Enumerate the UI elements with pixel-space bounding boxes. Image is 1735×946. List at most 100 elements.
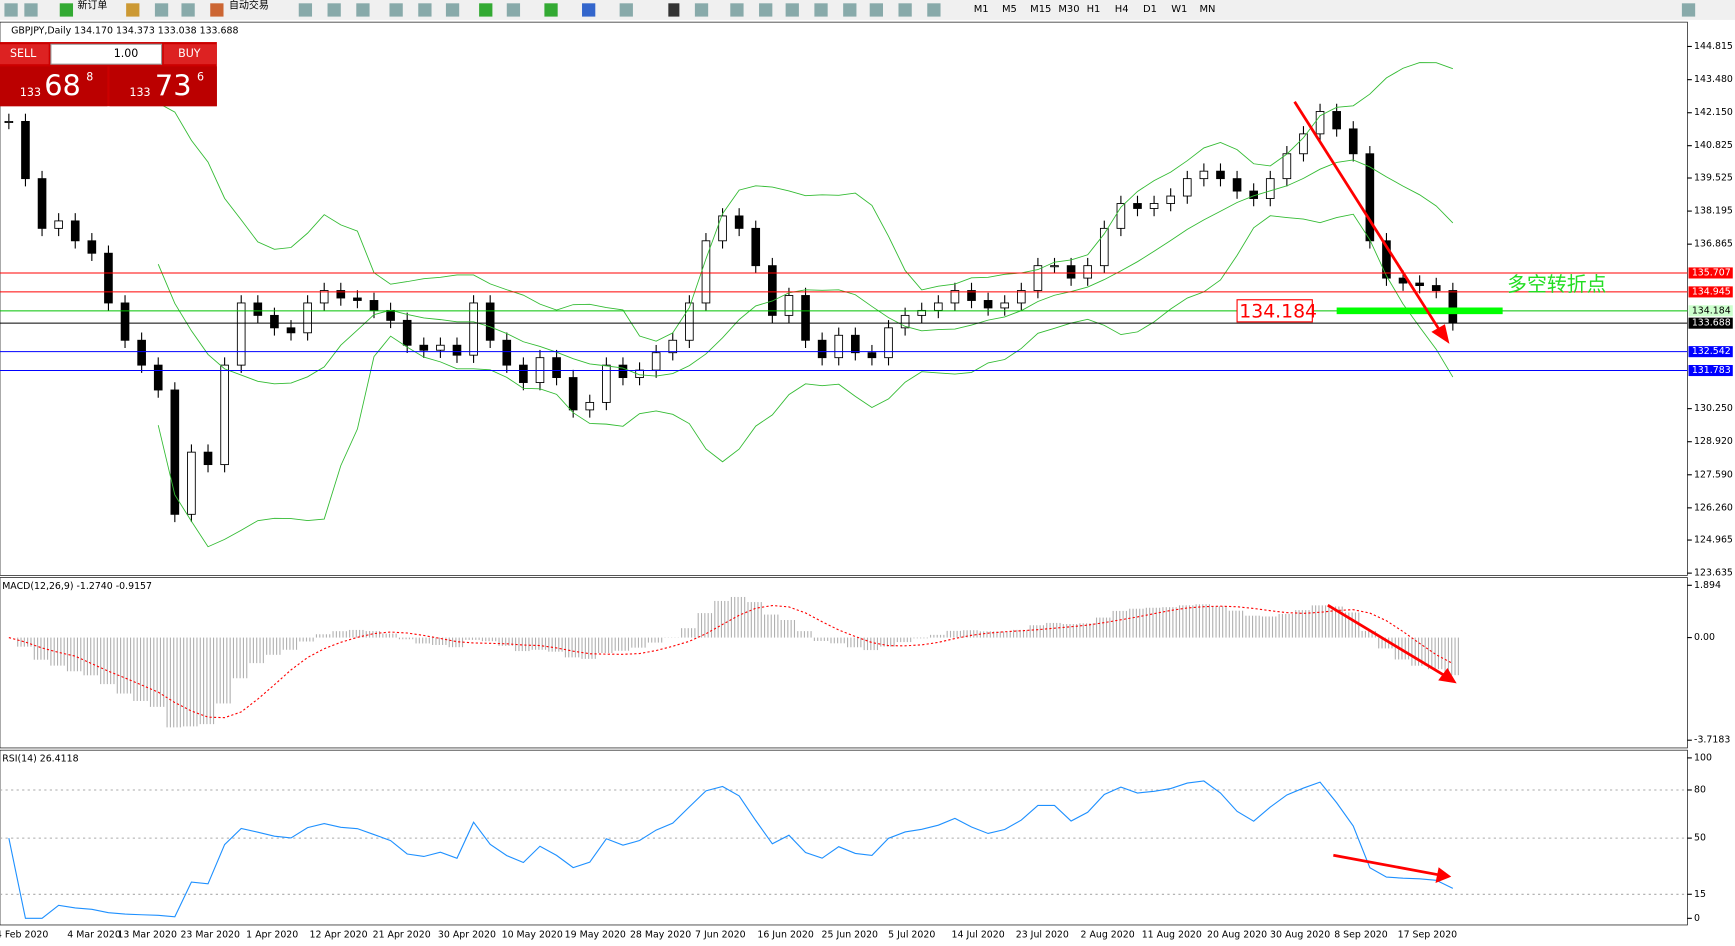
sell-price[interactable]	[0, 66, 108, 107]
icon[interactable]	[898, 3, 912, 17]
level-label: 134.184	[1692, 305, 1731, 316]
icon[interactable]	[759, 3, 773, 17]
icon[interactable]	[59, 3, 74, 17]
icon[interactable]	[154, 3, 169, 17]
icon[interactable]	[210, 3, 224, 17]
icon[interactable]	[694, 3, 709, 17]
buy-button[interactable]	[163, 44, 217, 65]
candle-body	[1299, 133, 1308, 155]
candle-body	[1382, 240, 1391, 279]
icon[interactable]	[4, 3, 18, 17]
timeframe-button[interactable]: M5	[1002, 4, 1017, 15]
timeframe-button[interactable]: H4	[1115, 4, 1129, 15]
candle-body	[153, 364, 163, 391]
candle-body	[568, 377, 578, 411]
new-order-button[interactable]: 新订单	[77, 0, 107, 12]
x-tick-label: 5 Jul 2020	[888, 929, 935, 940]
candle-body	[900, 314, 910, 329]
icon[interactable]	[479, 3, 493, 17]
buy-price[interactable]	[109, 66, 217, 107]
x-tick-label: 23 Jul 2020	[1016, 929, 1069, 940]
candle-body	[1050, 265, 1059, 268]
level-label: 133.688	[1692, 318, 1731, 329]
candle-body	[104, 252, 113, 304]
icon[interactable]	[785, 3, 799, 17]
candle-body	[817, 339, 827, 359]
candle-body	[502, 339, 512, 366]
icon[interactable]	[730, 3, 744, 17]
icon[interactable]	[126, 3, 140, 17]
candle-body	[4, 120, 14, 123]
candle-body	[784, 295, 794, 316]
candle-body	[718, 215, 727, 242]
timeframe-button[interactable]: M1	[974, 4, 989, 15]
macd-tick-label: 1.894	[1694, 580, 1721, 591]
candle-body	[701, 240, 711, 304]
lot-value[interactable]: 1.00	[114, 47, 139, 60]
candle-body	[1000, 302, 1010, 309]
candle-body	[1282, 153, 1292, 180]
icon[interactable]	[668, 3, 680, 17]
auto-trading-button[interactable]: 自动交易	[229, 0, 269, 12]
candle-body	[270, 314, 279, 329]
timeframe-button[interactable]: M15	[1030, 4, 1051, 15]
candle-body	[668, 339, 678, 354]
icon[interactable]	[506, 3, 521, 17]
arrow-head	[1431, 324, 1450, 344]
rsi-tick-label: 80	[1694, 784, 1706, 795]
icon[interactable]	[843, 3, 857, 17]
lot-input[interactable]	[50, 43, 163, 65]
candle-body	[120, 302, 130, 341]
icon[interactable]	[181, 3, 195, 17]
candle-body	[651, 352, 661, 371]
candle-body	[967, 290, 976, 301]
sell-button[interactable]	[0, 44, 49, 65]
level-label: 134.945	[1692, 286, 1731, 297]
sell-label[interactable]: SELL	[10, 47, 37, 60]
buy-label[interactable]: BUY	[178, 47, 201, 60]
candle-body	[319, 290, 329, 304]
rsi-tick-label: 100	[1694, 752, 1712, 763]
x-tick-label: 16 Jun 2020	[757, 929, 814, 940]
timeframe-button[interactable]: H1	[1087, 4, 1101, 15]
candle-body	[419, 344, 429, 351]
icon[interactable]	[1681, 3, 1696, 17]
y-tick-label: 144.815	[1694, 41, 1733, 52]
y-tick-label: 142.150	[1694, 107, 1733, 118]
icon[interactable]	[356, 3, 370, 17]
trend-arrow	[1293, 101, 1442, 333]
candle-body	[1315, 111, 1325, 135]
icon[interactable]	[814, 3, 828, 17]
candle-body	[950, 290, 960, 304]
candle-body	[1083, 265, 1093, 279]
timeframe-button[interactable]: M30	[1058, 4, 1079, 15]
icon[interactable]	[327, 3, 341, 17]
icon[interactable]	[418, 3, 432, 17]
x-tick-label: 30 Aug 2020	[1270, 929, 1330, 940]
timeframe-button[interactable]: MN	[1199, 4, 1215, 15]
candle-body	[1448, 290, 1458, 324]
candle-body	[21, 120, 30, 180]
icon[interactable]	[24, 3, 38, 17]
icon[interactable]	[582, 3, 596, 17]
candle-body	[54, 220, 63, 229]
candle-body	[469, 302, 478, 356]
rsi-header: RSI(14) 26.4118	[2, 754, 78, 765]
x-tick-label: 17 Sep 2020	[1398, 929, 1458, 940]
candle-body	[402, 319, 412, 346]
timeframe-button[interactable]: D1	[1143, 4, 1157, 15]
icon[interactable]	[619, 3, 633, 17]
timeframe-button[interactable]: W1	[1171, 4, 1187, 15]
icon[interactable]	[445, 3, 460, 17]
icon[interactable]	[544, 3, 558, 17]
icon[interactable]	[298, 3, 313, 17]
candle-body	[1099, 227, 1109, 267]
candle-body	[983, 300, 993, 309]
icon[interactable]	[389, 3, 403, 17]
x-tick-label: 10 May 2020	[502, 929, 563, 940]
icon[interactable]	[927, 3, 941, 17]
x-tick-label: 2 Aug 2020	[1081, 929, 1135, 940]
x-tick-label: 4 Mar 2020	[67, 929, 121, 940]
icon[interactable]	[869, 3, 883, 17]
